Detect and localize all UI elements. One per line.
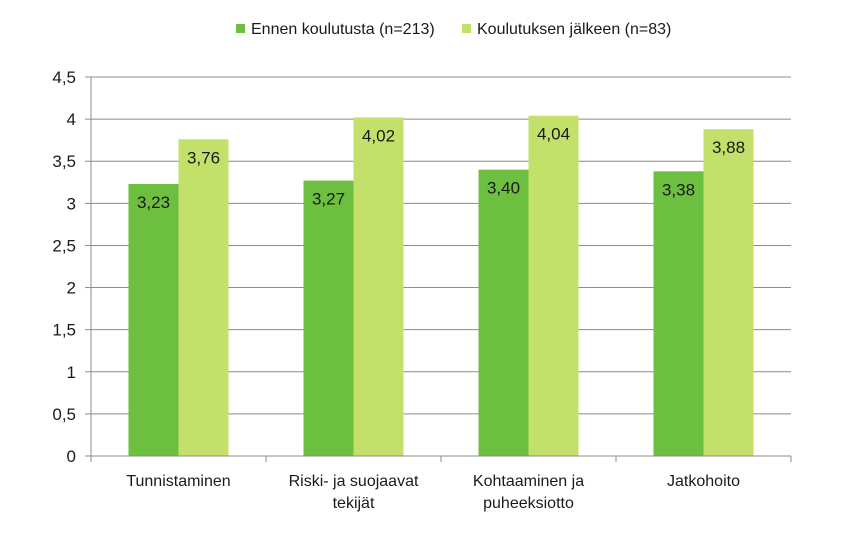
x-category-label: Jatkohoito [667, 473, 740, 490]
bar-before [478, 169, 529, 456]
legend-swatch [236, 24, 245, 33]
y-tick-label: 2 [67, 279, 76, 298]
data-label: 4,02 [362, 126, 395, 145]
x-axis-categories: Tunnistaminen Riski- ja suojaavat tekijät K… [126, 473, 740, 512]
y-tick-label: 0 [67, 447, 76, 466]
legend-label: Ennen koulutusta (n=213) [251, 21, 435, 38]
bar-before [303, 180, 354, 457]
y-tick-label: 2,5 [52, 236, 76, 255]
x-category-label: Tunnistaminen [126, 473, 230, 490]
x-category-label: Kohtaaminen ja [473, 473, 584, 490]
bar-after [353, 117, 404, 456]
y-tick-label: 0,5 [52, 405, 76, 424]
bar-after [528, 115, 579, 457]
bar-after [178, 139, 229, 456]
y-tick-label: 1,5 [52, 321, 76, 340]
x-category-label: Riski- ja suojaavat [289, 473, 419, 490]
data-label: 3,27 [312, 190, 345, 209]
x-category-label: puheeksiotto [483, 495, 574, 512]
bar-before [128, 183, 179, 456]
data-labels: 3,23 3,76 3,27 4,02 3,40 4,04 3,38 3,88 [137, 125, 745, 212]
x-axis [90, 77, 792, 462]
y-tick-label: 4 [67, 110, 76, 129]
bar-after [703, 129, 754, 456]
bar-before [653, 171, 704, 456]
data-label: 3,88 [712, 138, 745, 157]
y-tick-label: 4,5 [52, 68, 76, 87]
data-label: 4,04 [537, 125, 570, 144]
legend-swatch [462, 24, 471, 33]
y-tick-label: 3,5 [52, 152, 76, 171]
legend: Ennen koulutusta (n=213) Koulutuksen jälk… [236, 21, 671, 38]
data-label: 3,76 [187, 148, 220, 167]
y-axis-ticks: 0 0,5 1 1,5 2 2,5 3 3,5 4 4,5 [52, 68, 91, 466]
data-label: 3,40 [487, 179, 520, 198]
bars [128, 115, 754, 457]
legend-label: Koulutuksen jälkeen (n=83) [477, 21, 671, 38]
x-category-label: tekijät [333, 495, 375, 512]
y-tick-label: 3 [67, 194, 76, 213]
y-tick-label: 1 [67, 363, 76, 382]
data-label: 3,23 [137, 193, 170, 212]
data-label: 3,38 [662, 180, 695, 199]
